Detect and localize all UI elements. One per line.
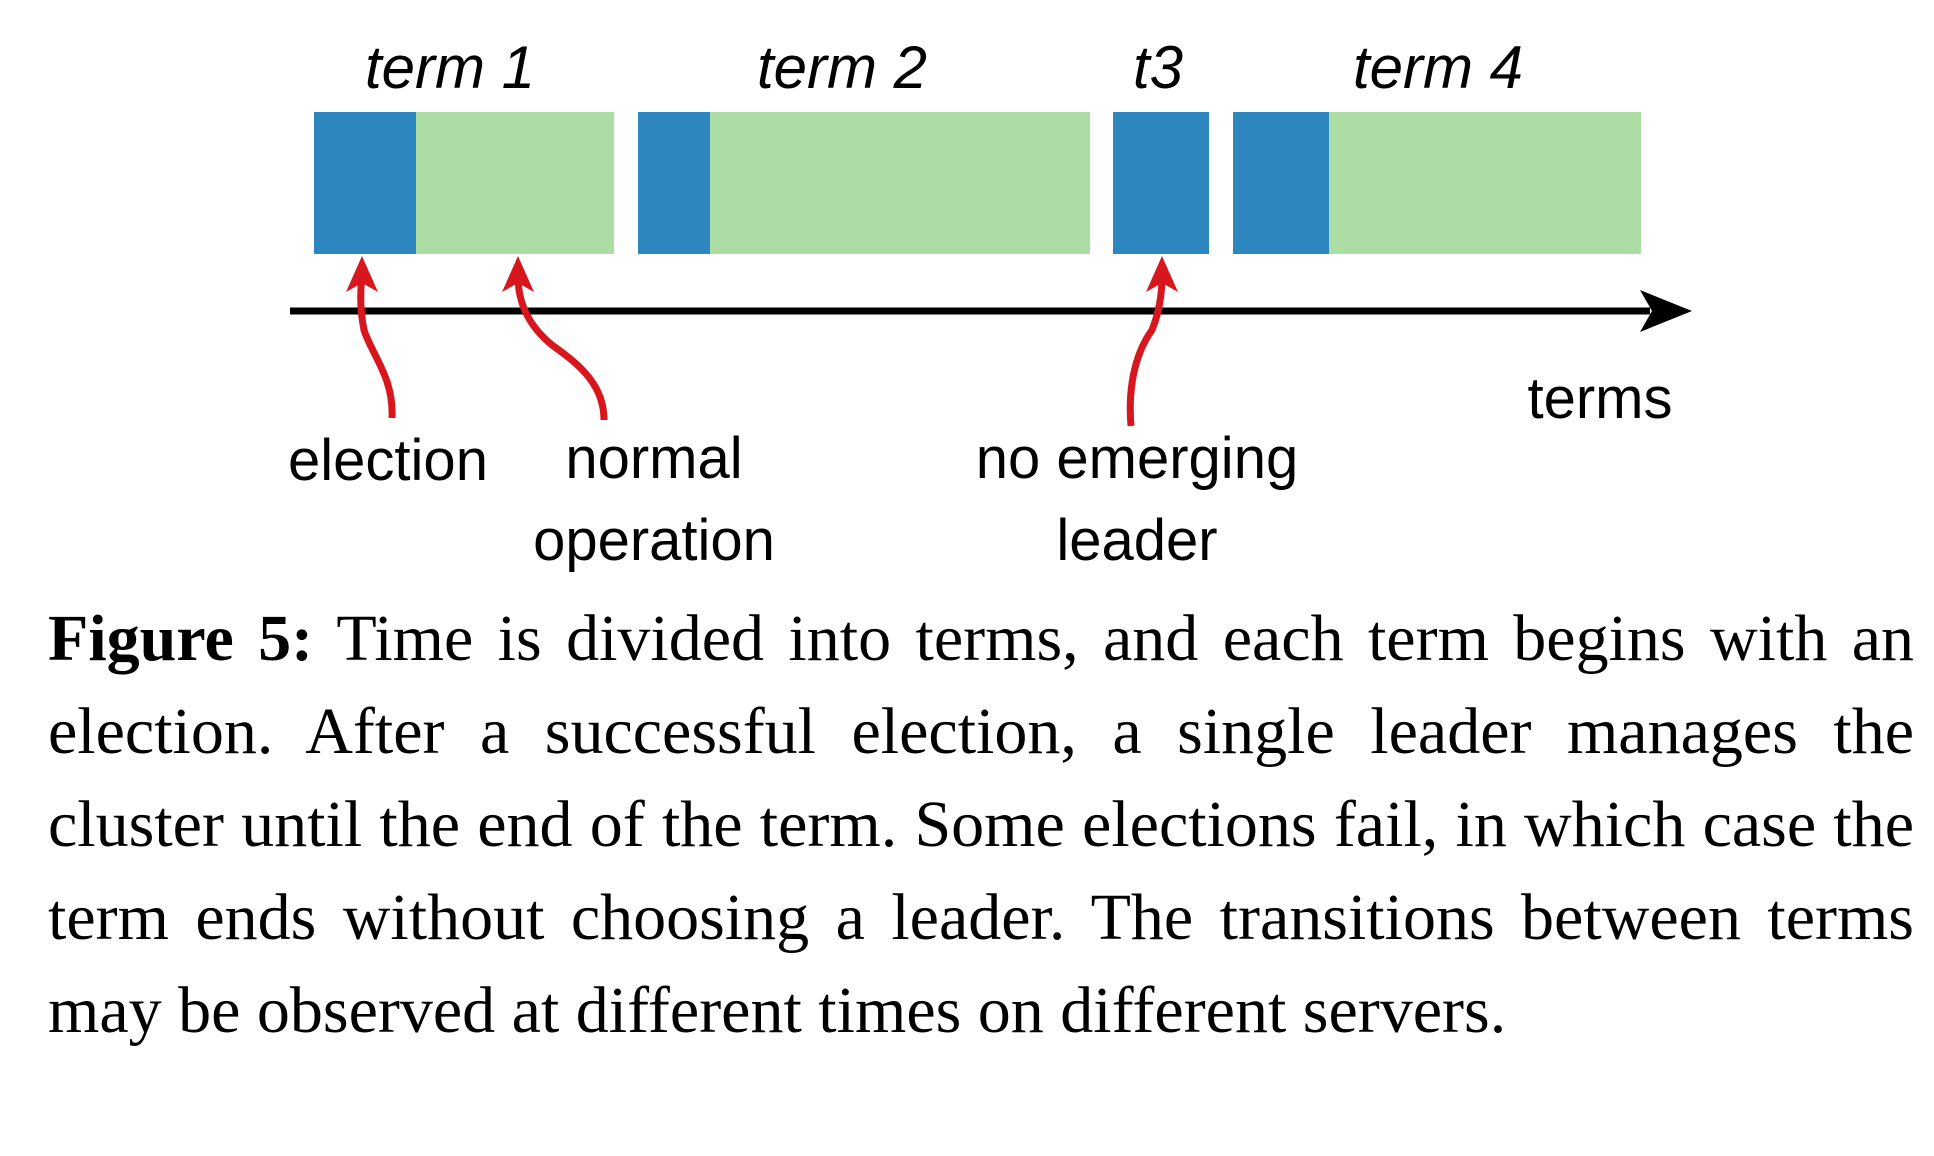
terms-timeline-diagram: term 1 term 2 t3 term 4 terms election n… (288, 34, 1692, 573)
no-leader-annotation-line-1: no emerging (976, 426, 1298, 491)
figure-caption: Figure 5: Time is divided into terms, an… (48, 592, 1914, 1057)
normal-operation-pointer-arrow (514, 275, 608, 421)
axis-label: terms (1528, 366, 1673, 431)
term-label: term 1 (365, 34, 535, 101)
normal-operation-pointer-arrowhead (502, 256, 534, 292)
election-annotation: election (288, 428, 488, 493)
no-leader-pointer-arrowhead (1146, 256, 1178, 292)
caption-text: Time is divided into terms, and each ter… (48, 602, 1915, 1047)
term-4-normal-block (1329, 112, 1641, 254)
term-1-normal-block (416, 112, 614, 254)
figure-number: Figure 5: (48, 602, 314, 675)
term-label: term 2 (757, 34, 927, 101)
term-3-election-block (1113, 112, 1209, 254)
time-axis-arrowhead (1640, 290, 1692, 332)
election-pointer-arrow (357, 275, 396, 419)
normal-operation-annotation-line-1: normal (565, 426, 742, 491)
term-1-election-block (314, 112, 416, 254)
term-4-election-block (1233, 112, 1329, 254)
no-leader-annotation-line-2: leader (1056, 508, 1217, 573)
term-2-election-block (638, 112, 710, 254)
election-pointer-arrowhead (346, 256, 378, 292)
no-leader-pointer-arrow (1126, 275, 1166, 427)
term-2-normal-block (710, 112, 1090, 254)
term-label: t3 (1133, 34, 1183, 101)
term-label: term 4 (1353, 34, 1523, 101)
normal-operation-annotation-line-2: operation (533, 508, 775, 573)
